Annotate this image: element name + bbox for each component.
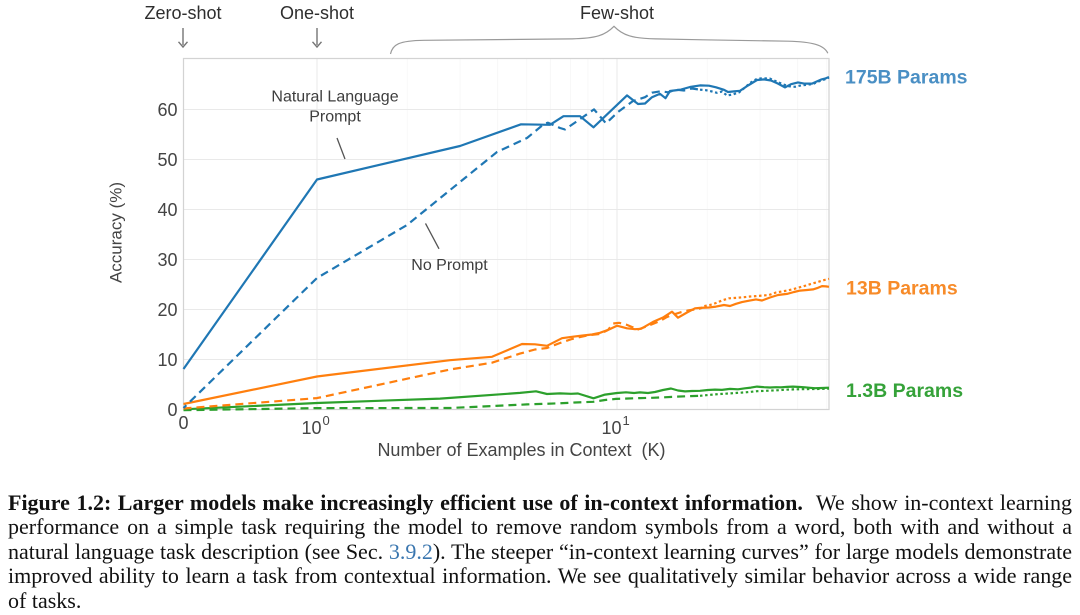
svg-text:10: 10 bbox=[157, 350, 177, 370]
svg-text:Natural Language: Natural Language bbox=[271, 89, 398, 106]
svg-text:60: 60 bbox=[157, 100, 177, 120]
svg-text:50: 50 bbox=[157, 150, 177, 170]
svg-text:13B Params: 13B Params bbox=[846, 278, 958, 300]
svg-text:20: 20 bbox=[157, 300, 177, 320]
svg-text:Number of Examples in Context: Number of Examples in Context (K) bbox=[377, 440, 665, 460]
svg-text:10: 10 bbox=[302, 418, 322, 438]
svg-text:0: 0 bbox=[323, 413, 330, 428]
svg-text:40: 40 bbox=[157, 200, 177, 220]
svg-text:Prompt: Prompt bbox=[309, 109, 361, 126]
svg-text:175B Params: 175B Params bbox=[845, 67, 968, 89]
svg-text:0: 0 bbox=[167, 400, 177, 420]
svg-text:1: 1 bbox=[623, 413, 630, 428]
svg-text:30: 30 bbox=[157, 250, 177, 270]
svg-text:Zero-shot: Zero-shot bbox=[144, 3, 221, 23]
svg-text:No Prompt: No Prompt bbox=[411, 257, 488, 274]
svg-text:0: 0 bbox=[178, 413, 188, 433]
svg-text:10: 10 bbox=[602, 418, 622, 438]
svg-text:1.3B Params: 1.3B Params bbox=[846, 380, 963, 402]
svg-text:One-shot: One-shot bbox=[280, 3, 354, 23]
svg-text:Few-shot: Few-shot bbox=[580, 3, 654, 23]
svg-text:Accuracy (%): Accuracy (%) bbox=[107, 182, 126, 283]
